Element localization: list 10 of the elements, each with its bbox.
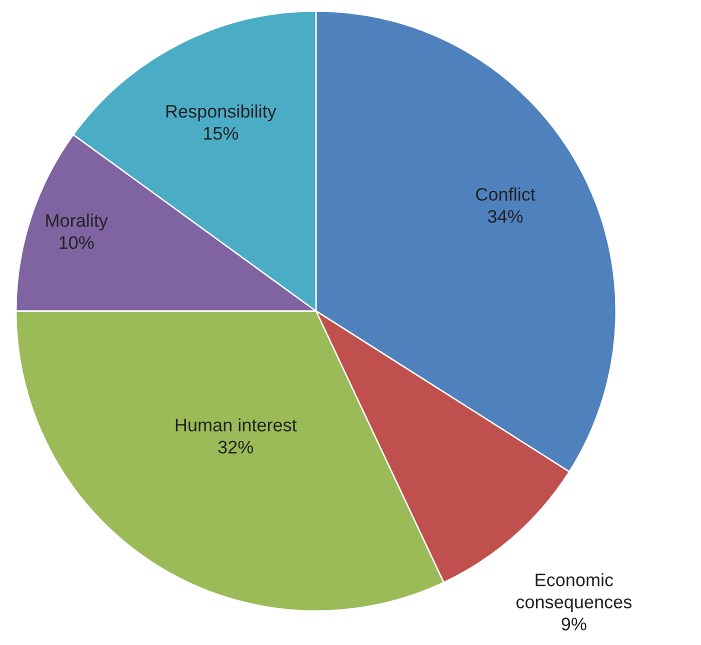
data-label: 15% <box>204 127 238 140</box>
data-label: 32% <box>218 440 254 454</box>
slice-label: Morality <box>46 214 108 231</box>
data-label: 9% <box>562 618 586 630</box>
data-label: 34% <box>488 210 523 223</box>
slice-label: Economic consequences <box>516 573 632 612</box>
slice-label: Conflict <box>476 187 536 201</box>
data-label: 10% <box>60 236 94 250</box>
slice-label: Responsibility <box>166 104 276 122</box>
slice-label: Human interest <box>176 418 297 432</box>
